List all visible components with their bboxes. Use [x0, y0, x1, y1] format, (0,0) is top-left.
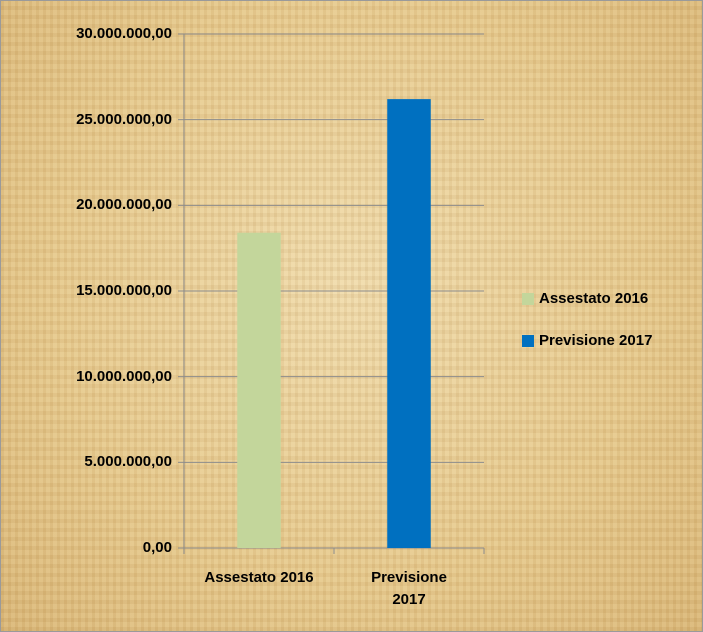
y-tick-label: 20.000.000,00 — [76, 196, 172, 214]
y-tick-label: 30.000.000,00 — [76, 25, 172, 42]
legend-swatch — [522, 293, 534, 305]
y-tick-label: 0,00 — [142, 539, 172, 556]
legend-label: Assestato 2016 — [539, 290, 649, 307]
legend-label: Previsione 2017 — [539, 332, 653, 349]
y-tick-label: 5.000.000,00 — [84, 453, 172, 471]
bar — [387, 99, 431, 549]
y-tick-label: 25.000.000,00 — [76, 110, 172, 128]
bar — [237, 232, 281, 548]
x-tick-label: Previsione 2017 — [371, 569, 447, 608]
y-tick-label: 10.000.000,00 — [76, 367, 172, 385]
x-tick-label: Assestato 2016 — [204, 569, 314, 586]
y-tick-label: 15.000.000,00 — [76, 282, 172, 299]
legend-swatch — [522, 335, 534, 347]
